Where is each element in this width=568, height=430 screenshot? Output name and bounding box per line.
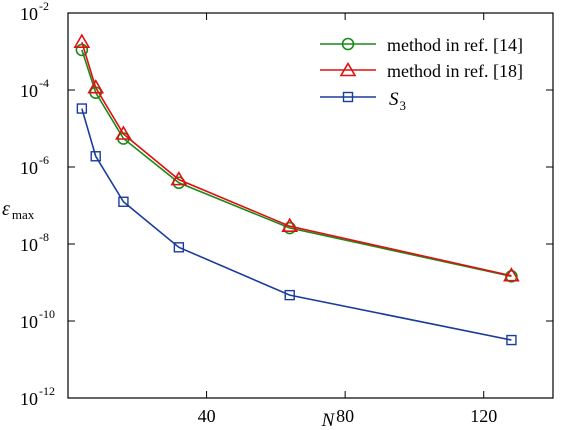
series-layer [73,33,520,346]
legend-label-ref14: method in ref. [14] [387,35,523,55]
data-point-square [173,242,185,253]
y-axis-label-subscript: max [12,207,35,222]
data-point-square [118,196,129,207]
y-axis-label: ε max [2,198,35,222]
data-point-square [506,334,517,346]
x-axis-label: N [321,410,336,430]
data-point-square [90,151,101,162]
y-tick-label-exponent: -10 [39,307,55,321]
data-point-triangle [281,217,299,232]
data-point-square [284,289,295,301]
y-tick-label-base: 10 [20,4,38,24]
data-point-triangle [170,171,188,186]
legend-marker-circle [341,37,355,51]
y-tick-label-exponent: -2 [39,0,49,13]
series-line-3 [81,108,512,341]
series-line-1 [81,49,512,278]
x-tick-label: 80 [336,406,354,426]
legend-label-s3-subscript: 3 [400,98,407,113]
y-tick-label: 10-6 [20,153,49,178]
y-tick-label: 10-2 [20,0,49,24]
data-point-triangle [503,267,520,282]
plot-frame [67,12,554,399]
y-tick-label: 10-8 [20,230,49,255]
y-tick-label: 10-10 [20,307,55,332]
y-tick-label-base: 10 [20,158,38,178]
y-tick-label-exponent: -4 [39,76,49,90]
y-tick-label: 10-12 [20,384,55,409]
series-line-2 [81,41,512,277]
y-tick-label-base: 10 [20,389,38,409]
y-tick-label-exponent: -8 [39,230,49,244]
y-tick-label: 10-4 [20,76,49,101]
y-tick-label-exponent: -6 [39,153,49,167]
legend-marker-triangle [339,61,357,77]
y-tick-label-base: 10 [20,235,38,255]
x-tick-label: 120 [470,406,497,426]
legend-marker-square [342,91,354,103]
data-point-triangle [87,79,105,94]
axis-ticks [68,12,553,399]
y-tick-label-base: 10 [20,312,38,332]
y-tick-label-exponent: -12 [39,384,55,398]
x-tick-labels: 40 80 120 [198,406,498,426]
y-tick-label-base: 10 [20,81,38,101]
legend-item: method in ref. [14] [320,35,523,55]
legend-item: S3 [320,89,406,113]
legend: method in ref. [14] method in ref. [18] … [320,35,523,113]
legend-label-s3: S3 [389,89,406,113]
x-tick-label: 40 [198,406,216,426]
legend-label-ref18: method in ref. [18] [387,61,523,81]
legend-item: method in ref. [18] [320,61,523,81]
data-point-triangle [73,33,91,48]
data-point-circle [505,269,518,283]
data-point-triangle [115,125,132,140]
data-point-square [76,103,88,114]
